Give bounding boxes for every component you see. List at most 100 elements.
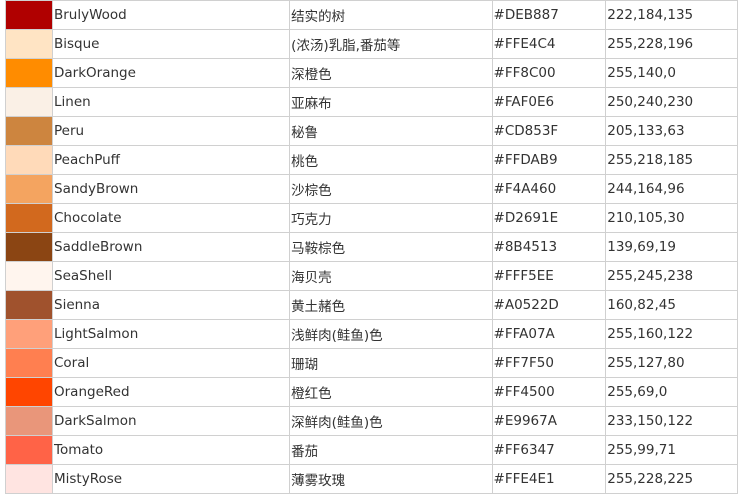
swatch-cell (5, 58, 53, 88)
color-swatch (6, 59, 52, 87)
swatch-cell (5, 0, 53, 30)
hex-value: #A0522D (491, 290, 607, 320)
color-swatch (6, 30, 52, 58)
table-row: Tomato 番茄 #FF6347 255,99,71 (5, 435, 738, 465)
color-name: Bisque (51, 29, 291, 59)
color-swatch (6, 146, 52, 174)
table-row: Sienna 黄土赭色 #A0522D 160,82,45 (5, 290, 738, 320)
color-name: LightSalmon (51, 319, 291, 349)
table-row: SaddleBrown 马鞍棕色 #8B4513 139,69,19 (5, 232, 738, 262)
table-row: SandyBrown 沙棕色 #F4A460 244,164,96 (5, 174, 738, 204)
hex-value: #FF4500 (491, 377, 607, 407)
hex-value: #CD853F (491, 116, 607, 146)
color-name: DarkOrange (51, 58, 291, 88)
hex-value: #8B4513 (491, 232, 607, 262)
swatch-cell (5, 377, 53, 407)
swatch-cell (5, 406, 53, 436)
table-row: SeaShell 海贝壳 #FFF5EE 255,245,238 (5, 261, 738, 291)
color-swatch (6, 175, 52, 203)
rgb-value: 255,160,122 (605, 319, 738, 349)
color-name: Linen (51, 87, 291, 117)
chinese-name: 深鲜肉(鲑鱼)色 (289, 406, 493, 436)
table-row: LightSalmon 浅鲜肉(鲑鱼)色 #FFA07A 255,160,122 (5, 319, 738, 349)
chinese-name: 浅鲜肉(鲑鱼)色 (289, 319, 493, 349)
hex-value: #FAF0E6 (491, 87, 607, 117)
swatch-cell (5, 261, 53, 291)
color-swatch (6, 465, 52, 493)
table-row: OrangeRed 橙红色 #FF4500 255,69,0 (5, 377, 738, 407)
color-name: BrulyWood (51, 0, 291, 30)
swatch-cell (5, 319, 53, 349)
chinese-name: 海贝壳 (289, 261, 493, 291)
chinese-name: 亚麻布 (289, 87, 493, 117)
hex-value: #FF6347 (491, 435, 607, 465)
hex-value: #FFDAB9 (491, 145, 607, 175)
color-swatch (6, 349, 52, 377)
hex-value: #DEB887 (491, 0, 607, 30)
color-name: Chocolate (51, 203, 291, 233)
hex-value: #F4A460 (491, 174, 607, 204)
rgb-value: 205,133,63 (605, 116, 738, 146)
rgb-value: 255,99,71 (605, 435, 738, 465)
swatch-cell (5, 174, 53, 204)
chinese-name: 秘鲁 (289, 116, 493, 146)
color-name: Coral (51, 348, 291, 378)
rgb-value: 244,164,96 (605, 174, 738, 204)
chinese-name: 桃色 (289, 145, 493, 175)
chinese-name: 巧克力 (289, 203, 493, 233)
table-row: Coral 珊瑚 #FF7F50 255,127,80 (5, 348, 738, 378)
color-name: Peru (51, 116, 291, 146)
rgb-value: 255,127,80 (605, 348, 738, 378)
rgb-value: 210,105,30 (605, 203, 738, 233)
table-row: DarkOrange 深橙色 #FF8C00 255,140,0 (5, 58, 738, 88)
swatch-cell (5, 435, 53, 465)
color-name: PeachPuff (51, 145, 291, 175)
color-swatch (6, 1, 52, 29)
color-swatch (6, 320, 52, 348)
chinese-name: 珊瑚 (289, 348, 493, 378)
swatch-cell (5, 87, 53, 117)
color-swatch (6, 262, 52, 290)
color-swatch (6, 291, 52, 319)
hex-value: #FFE4C4 (491, 29, 607, 59)
color-swatch (6, 233, 52, 261)
color-swatch (6, 407, 52, 435)
color-name: Tomato (51, 435, 291, 465)
color-swatch (6, 117, 52, 145)
color-name: MistyRose (51, 464, 291, 494)
color-table: BrulyWood 结实的树 #DEB887 222,184,135 Bisqu… (5, 0, 738, 494)
rgb-value: 255,140,0 (605, 58, 738, 88)
swatch-cell (5, 116, 53, 146)
color-swatch (6, 436, 52, 464)
chinese-name: 沙棕色 (289, 174, 493, 204)
rgb-value: 255,218,185 (605, 145, 738, 175)
rgb-value: 222,184,135 (605, 0, 738, 30)
table-row: Peru 秘鲁 #CD853F 205,133,63 (5, 116, 738, 146)
color-name: DarkSalmon (51, 406, 291, 436)
swatch-cell (5, 29, 53, 59)
color-swatch (6, 378, 52, 406)
rgb-value: 139,69,19 (605, 232, 738, 262)
rgb-value: 250,240,230 (605, 87, 738, 117)
rgb-value: 233,150,122 (605, 406, 738, 436)
chinese-name: 结实的树 (289, 0, 493, 30)
hex-value: #E9967A (491, 406, 607, 436)
chinese-name: 橙红色 (289, 377, 493, 407)
chinese-name: 番茄 (289, 435, 493, 465)
swatch-cell (5, 348, 53, 378)
table-row: Linen 亚麻布 #FAF0E6 250,240,230 (5, 87, 738, 117)
color-swatch (6, 88, 52, 116)
color-name: SandyBrown (51, 174, 291, 204)
rgb-value: 255,228,196 (605, 29, 738, 59)
hex-value: #D2691E (491, 203, 607, 233)
hex-value: #FF7F50 (491, 348, 607, 378)
table-row: Chocolate 巧克力 #D2691E 210,105,30 (5, 203, 738, 233)
table-row: Bisque (浓汤)乳脂,番茄等 #FFE4C4 255,228,196 (5, 29, 738, 59)
swatch-cell (5, 290, 53, 320)
swatch-cell (5, 203, 53, 233)
chinese-name: 黄土赭色 (289, 290, 493, 320)
color-name: OrangeRed (51, 377, 291, 407)
table-row: DarkSalmon 深鲜肉(鲑鱼)色 #E9967A 233,150,122 (5, 406, 738, 436)
hex-value: #FFF5EE (491, 261, 607, 291)
table-row: BrulyWood 结实的树 #DEB887 222,184,135 (5, 0, 738, 30)
